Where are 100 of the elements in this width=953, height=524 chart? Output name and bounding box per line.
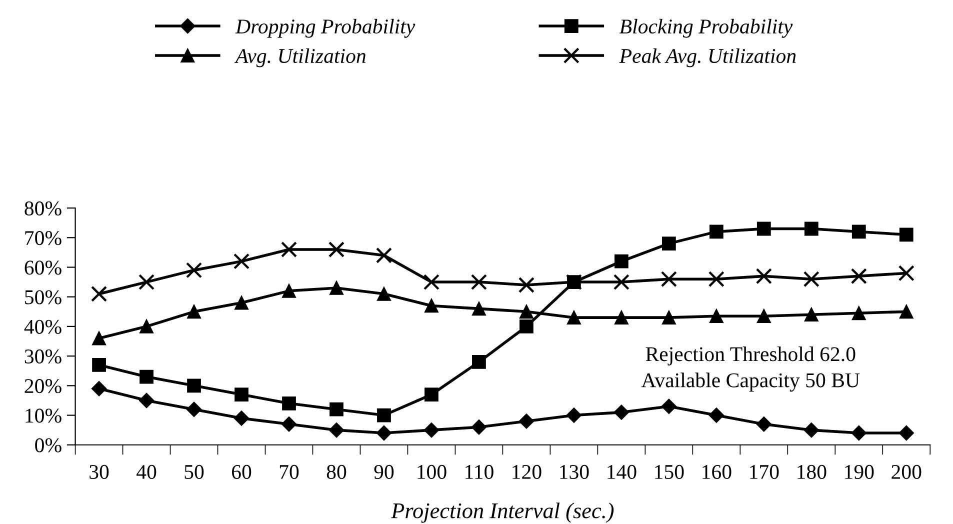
legend-label: Dropping Probability	[235, 18, 416, 38]
annotation: Rejection Threshold 62.0 Available Capacity 50 BU	[641, 346, 860, 392]
point	[567, 310, 581, 325]
point	[376, 247, 392, 264]
x-tick-label: 130	[560, 464, 589, 479]
x-tick-label: 70	[280, 464, 299, 479]
x-tick-label: 150	[655, 464, 684, 479]
point	[470, 274, 488, 290]
x-tick-label: 80	[326, 464, 346, 479]
point	[852, 224, 866, 239]
y-tick-label: 60%	[24, 260, 62, 275]
point	[518, 414, 534, 429]
point	[377, 408, 391, 422]
point	[756, 416, 772, 432]
point	[234, 410, 250, 426]
point	[803, 271, 820, 288]
point	[376, 425, 392, 441]
point	[613, 274, 630, 290]
x-tick-label: 60	[232, 464, 252, 479]
point	[804, 222, 818, 236]
point	[662, 310, 676, 325]
point	[804, 422, 819, 438]
point	[804, 308, 818, 322]
y-tick-label: 40%	[24, 320, 62, 334]
x-tick-label: 100	[418, 464, 446, 479]
point	[282, 396, 296, 410]
point	[709, 309, 724, 324]
point	[424, 388, 438, 402]
point	[850, 268, 867, 284]
point	[520, 320, 534, 334]
point	[140, 320, 154, 334]
point	[92, 358, 106, 372]
point	[660, 271, 677, 288]
y-tick-label: 20%	[24, 379, 62, 394]
point	[709, 224, 724, 239]
point	[187, 304, 201, 319]
point	[282, 284, 296, 298]
point	[281, 416, 297, 432]
point	[472, 302, 486, 316]
point	[330, 281, 344, 295]
y-tick-label: 30%	[24, 349, 62, 364]
point	[234, 296, 248, 310]
y-tick-label: 10%	[26, 408, 62, 423]
point	[852, 306, 866, 320]
x-tick-label: 110	[466, 464, 494, 479]
point	[138, 274, 155, 290]
point	[186, 402, 202, 417]
point	[708, 408, 724, 423]
point	[756, 309, 771, 324]
legend-label: Peak Avg. Utilization	[619, 48, 796, 68]
point	[280, 241, 298, 258]
x-tick-label: 140	[608, 464, 636, 479]
point	[898, 425, 914, 441]
point	[138, 392, 154, 408]
legend-label: Blocking Probability	[620, 18, 793, 38]
y-tick-label: 80%	[24, 201, 62, 216]
point	[233, 253, 250, 270]
point	[328, 422, 344, 438]
point	[234, 388, 248, 402]
point	[756, 222, 771, 236]
point	[186, 262, 202, 278]
point	[661, 398, 676, 414]
x-tick-label: 200	[892, 464, 922, 479]
y-tick-label: 0%	[35, 438, 62, 452]
point	[756, 268, 772, 284]
point	[662, 236, 676, 250]
point	[90, 286, 108, 302]
point	[471, 420, 487, 435]
x-tick-label: 120	[512, 464, 542, 479]
point	[92, 331, 106, 346]
point	[330, 402, 344, 416]
x-tick-label: 30	[90, 464, 109, 479]
point	[518, 276, 535, 294]
x-axis-title: Projection Interval (sec.)	[391, 502, 614, 523]
y-tick-label: 70%	[25, 231, 62, 246]
x-tick-label: 180	[798, 464, 826, 479]
point	[520, 304, 534, 319]
point	[424, 298, 438, 313]
point	[614, 254, 628, 268]
x-tick-label: 40	[136, 464, 156, 479]
point	[472, 355, 486, 369]
point	[140, 370, 154, 384]
point	[423, 274, 440, 290]
point	[328, 241, 345, 258]
point	[899, 304, 914, 319]
x-tick-label: 190	[845, 464, 874, 479]
point	[614, 310, 628, 325]
x-tick-label: 160	[702, 464, 732, 479]
point	[91, 381, 107, 396]
point	[899, 228, 914, 242]
y-tick-label: 50%	[25, 290, 62, 304]
x-tick-label: 50	[184, 464, 204, 479]
point	[851, 425, 866, 441]
point	[566, 408, 582, 423]
x-tick-label: 90	[374, 464, 394, 479]
point	[377, 286, 391, 301]
point	[187, 378, 201, 393]
point	[898, 265, 914, 282]
legend-label: Avg. Utilization	[234, 48, 366, 68]
x-tick-label: 170	[750, 464, 779, 479]
